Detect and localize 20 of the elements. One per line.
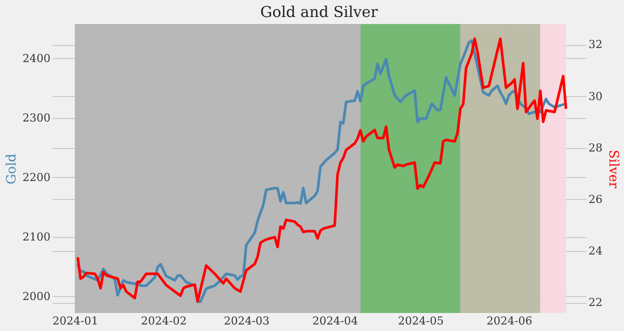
x-tick-label: 2024-05: [398, 314, 444, 328]
y2-tick-label: 24: [588, 244, 602, 258]
y2-tick-label: 26: [588, 192, 602, 206]
x-tick-label: 2024-03: [224, 314, 270, 328]
y2-axis-title: Silver: [605, 150, 620, 190]
chart-title: Gold and Silver: [260, 3, 379, 21]
y2-tick-label: 28: [588, 141, 602, 154]
y2-tick-label: 30: [588, 90, 602, 103]
x-tick-label: 2024-04: [312, 314, 358, 328]
y-tick-label: 2000: [22, 290, 50, 303]
y-tick-label: 2200: [22, 170, 50, 184]
x-tick-label: 2024-02: [141, 314, 187, 328]
y-tick-label: 2100: [22, 230, 50, 244]
y-axis-title: Gold: [4, 154, 20, 184]
x-tick-label: 2024-01: [52, 314, 98, 328]
y-tick-label: 2300: [22, 111, 50, 124]
x-tick-label: 2024-06: [486, 314, 532, 328]
y-tick-label: 2400: [22, 52, 50, 65]
y2-tick-label: 32: [588, 38, 602, 52]
y2-tick-label: 22: [588, 296, 602, 310]
